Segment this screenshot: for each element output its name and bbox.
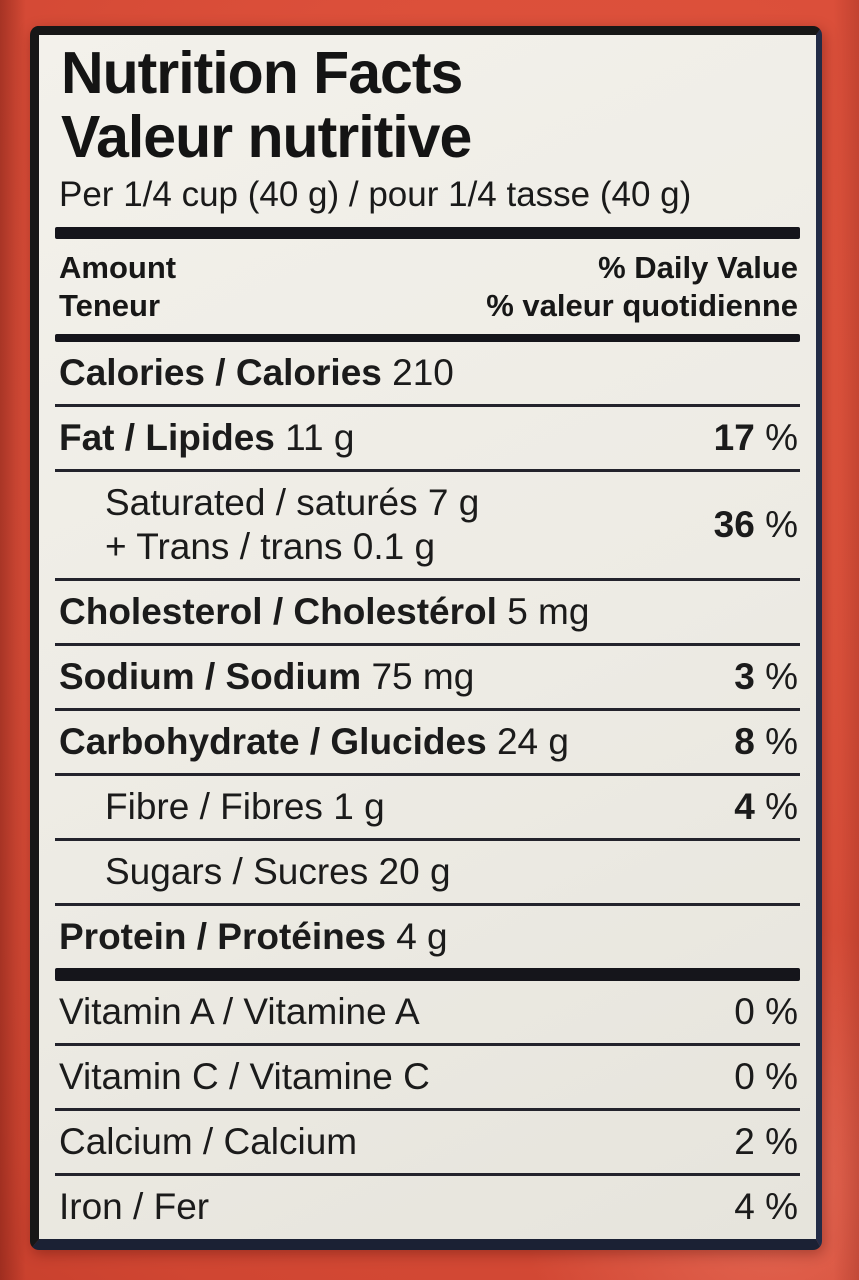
amount-header-en: Amount [59,250,177,285]
daily-value-percent: 2 % [734,1121,798,1162]
nutrition-facts-label: Nutrition Facts Valeur nutritive Per 1/4… [30,26,822,1250]
daily-value-percent: 8 % [734,721,798,762]
nutrient-row-vitamin-c: Vitamin C / Vitamine C 0 % [55,1046,800,1111]
divider-thick-top [55,227,800,239]
nutrient-row-calories: Calories / Calories 210 [55,342,800,407]
nutrient-amount: 5 mg [496,591,590,632]
nutrient-amount: 1 g [322,786,385,827]
daily-value-percent: 4 % [734,1186,798,1227]
nutrient-row-carbohydrate: Carbohydrate / Glucides 24 g 8 % [55,711,800,776]
nutrient-label: Vitamin C / Vitamine C [59,1056,430,1097]
nutrient-label: Iron / Fer [59,1186,210,1227]
nutrient-row-saturated-trans: Saturated / saturés 7 g + Trans / trans 0… [55,472,800,581]
daily-value-header-fr: % valeur quotidienne [486,288,798,323]
nutrient-row-sugars: Sugars / Sucres 20 g [55,841,800,906]
nutrient-row-protein: Protein / Protéines 4 g [55,906,800,968]
amount-column-header: Amount Teneur [59,249,176,325]
nutrient-label: Fat / Lipides 11 g [59,417,355,458]
nutrient-row-calcium: Calcium / Calcium 2 % [55,1111,800,1176]
nutrient-label: Saturated / saturés 7 g + Trans / trans 0… [105,482,480,567]
nutrient-amount: 210 [381,352,454,393]
nutrient-label: Fibre / Fibres 1 g [105,786,385,827]
daily-value-percent: 4 % [734,786,798,827]
nutrient-row-cholesterol: Cholesterol / Cholestérol 5 mg [55,581,800,646]
nutrient-amount: 24 g [486,721,569,762]
nutrient-label: Sugars / Sucres 20 g [105,851,451,892]
daily-value-column-header: % Daily Value % valeur quotidienne [486,249,798,325]
serving-size-statement: Per 1/4 cup (40 g) / pour 1/4 tasse (40 … [59,175,692,214]
daily-value-percent: 0 % [734,991,798,1032]
nutrient-amount: 4 g [385,916,448,957]
daily-value-header-en: % Daily Value [598,250,798,285]
nutrient-row-iron: Iron / Fer 4 % [55,1176,800,1238]
divider-medium-header [55,334,800,342]
daily-value-percent: 36 % [713,504,798,545]
label-title-en: Nutrition Facts [61,40,463,106]
nutrient-amount: 11 g [274,417,355,458]
nutrient-row-fibre: Fibre / Fibres 1 g 4 % [55,776,800,841]
nutrient-amount: 75 mg [361,656,475,697]
nutrient-rows-section: Calories / Calories 210 Fat / Lipides 11 … [55,342,800,968]
nutrient-row-vitamin-a: Vitamin A / Vitamine A 0 % [55,981,800,1046]
daily-value-percent: 17 % [713,417,798,458]
daily-value-percent: 3 % [734,656,798,697]
nutrient-label: Cholesterol / Cholestérol 5 mg [59,591,590,632]
nutrient-label: Protein / Protéines 4 g [59,916,448,957]
nutrient-label: Carbohydrate / Glucides 24 g [59,721,569,762]
nutrient-label: Sodium / Sodium 75 mg [59,656,475,697]
column-header-row: Amount Teneur % Daily Value % valeur quo… [55,239,800,334]
divider-thick-micronutrients [55,968,800,981]
nutrient-row-sodium: Sodium / Sodium 75 mg 3 % [55,646,800,711]
label-title-fr: Valeur nutritive [61,104,472,170]
nutrient-label: Calories / Calories 210 [59,352,454,393]
daily-value-percent: 0 % [734,1056,798,1097]
nutrient-label: Vitamin A / Vitamine A [59,991,420,1032]
nutrient-label: Calcium / Calcium [59,1121,358,1162]
amount-header-fr: Teneur [59,288,161,323]
nutrient-amount: 20 g [368,851,451,892]
nutrient-row-fat: Fat / Lipides 11 g 17 % [55,407,800,472]
